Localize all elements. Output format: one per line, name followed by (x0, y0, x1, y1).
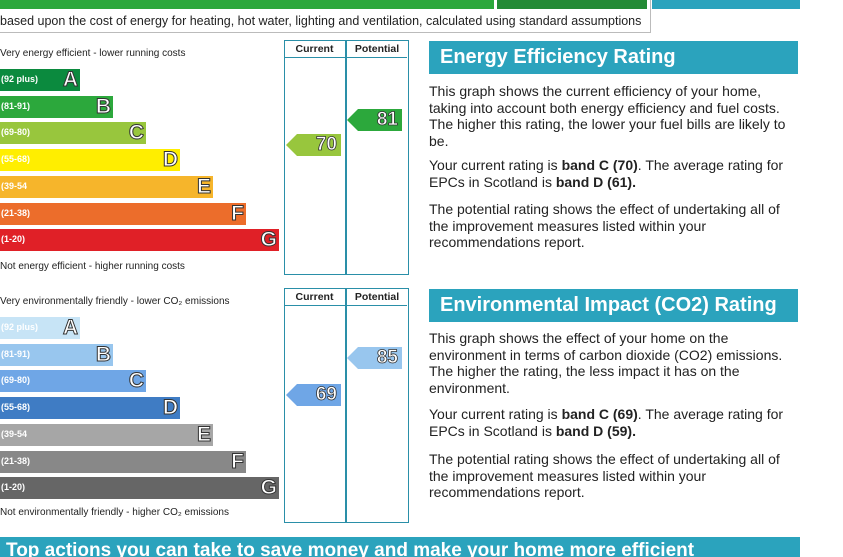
rating-band-b: (81-91) B (0, 94, 113, 118)
band-range: (92 plus) (1, 322, 39, 332)
band-range: (39-54 (1, 180, 28, 191)
divider (0, 32, 650, 33)
rating-band-e: (39-54 E (0, 422, 213, 446)
panel-paragraph: The potential rating shows the effect of… (429, 201, 780, 251)
potential-column (345, 288, 409, 523)
band-letter: D (162, 148, 178, 172)
panel-title: Environmental Impact (CO2) Rating (429, 289, 798, 322)
band-letter: E (196, 422, 211, 446)
assumptions-note: based upon the cost of energy for heatin… (0, 14, 642, 28)
rating-band-a: (92 plus) A (0, 316, 80, 340)
band-range: (81-91) (1, 348, 31, 359)
band-range: (55-68) (1, 402, 31, 413)
potential-column (345, 40, 409, 275)
panel-paragraph: This graph shows the effect of your home… (429, 330, 783, 396)
band-letter: A (62, 68, 78, 92)
potential-rating-value: 85 (376, 347, 398, 369)
band-range: (1-20) (1, 482, 26, 493)
band-letter: G (260, 476, 277, 500)
current-band: band C (69) (561, 406, 638, 422)
band-range: (39-54 (1, 428, 28, 439)
panel-title: Energy Efficiency Rating (429, 41, 798, 74)
band-letter: B (95, 342, 111, 366)
environmental-rating-graph: Current Potential Very environmentally f… (0, 288, 410, 528)
band-range: (21-38) (1, 455, 31, 466)
rating-band-c: (69-80) C (0, 369, 146, 393)
graph-bottom-label: Not environmentally friendly - higher CO… (0, 507, 229, 518)
graph-top-label: Very environmentally friendly - lower CO… (0, 296, 230, 307)
potential-rating-value: 81 (376, 109, 398, 131)
current-column (284, 40, 347, 275)
column-potential-header: Potential (354, 43, 400, 55)
average-band: band D (61). (555, 173, 636, 190)
top-strip-darkgreen (497, 0, 647, 9)
section-banner-title: Top actions you can take to save money a… (6, 540, 695, 557)
section-banner: Top actions you can take to save money a… (0, 537, 800, 557)
panel-paragraph: This graph shows the current efficiency … (429, 83, 786, 149)
band-range: (55-68) (1, 154, 31, 165)
current-rating-value: 69 (315, 384, 337, 406)
band-letter: E (196, 174, 211, 198)
divider (650, 0, 651, 33)
band-range: (69-80) (1, 375, 31, 386)
panel-paragraph: Your current rating is band C (69). The … (429, 406, 784, 439)
column-potential-header: Potential (354, 291, 400, 303)
potential-rating-arrow: 85 (347, 347, 402, 369)
rating-band-f: (21-38) F (0, 449, 246, 473)
rating-band-c: (69-80) C (0, 121, 146, 145)
band-letter: B (95, 94, 111, 118)
band-letter: C (128, 121, 144, 145)
average-band: band D (59). (555, 422, 636, 439)
band-letter: D (162, 396, 178, 420)
current-rating-arrow: 69 (286, 384, 341, 406)
panel-paragraph: Your current rating is band C (70). The … (429, 157, 784, 190)
current-rating-value: 70 (315, 134, 337, 156)
current-band: band C (70) (561, 157, 638, 173)
rating-band-g: (1-20) G (0, 228, 279, 252)
rating-band-f: (21-38) F (0, 201, 246, 225)
band-letter: F (231, 449, 245, 473)
graph-top-label: Very energy efficient - lower running co… (0, 48, 186, 59)
energy-rating-graph: Current Potential Very energy efficient … (0, 40, 410, 280)
panel-paragraph: The potential rating shows the effect of… (429, 451, 780, 501)
band-range: (92 plus) (1, 74, 39, 84)
band-letter: A (62, 316, 78, 340)
current-rating-arrow: 70 (286, 134, 341, 156)
band-range: (1-20) (1, 234, 26, 245)
rating-band-a: (92 plus) A (0, 68, 80, 92)
band-letter: F (231, 201, 245, 225)
rating-band-d: (55-68) D (0, 396, 180, 420)
top-strip-teal (652, 0, 800, 9)
rating-band-d: (55-68) D (0, 148, 180, 172)
graph-bottom-label: Not energy efficient - higher running co… (0, 261, 185, 272)
column-current-header: Current (295, 291, 334, 303)
rating-band-e: (39-54 E (0, 174, 213, 198)
header-rule (284, 57, 407, 58)
current-column (284, 288, 347, 523)
column-current-header: Current (295, 43, 334, 55)
header-rule (284, 305, 407, 306)
rating-band-b: (81-91) B (0, 342, 113, 366)
band-range: (21-38) (1, 207, 31, 218)
band-letter: C (128, 369, 144, 393)
top-strip-green (0, 0, 494, 9)
band-range: (81-91) (1, 100, 31, 111)
rating-band-g: (1-20) G (0, 476, 279, 500)
potential-rating-arrow: 81 (347, 109, 402, 131)
band-range: (69-80) (1, 127, 31, 138)
band-letter: G (260, 228, 277, 252)
